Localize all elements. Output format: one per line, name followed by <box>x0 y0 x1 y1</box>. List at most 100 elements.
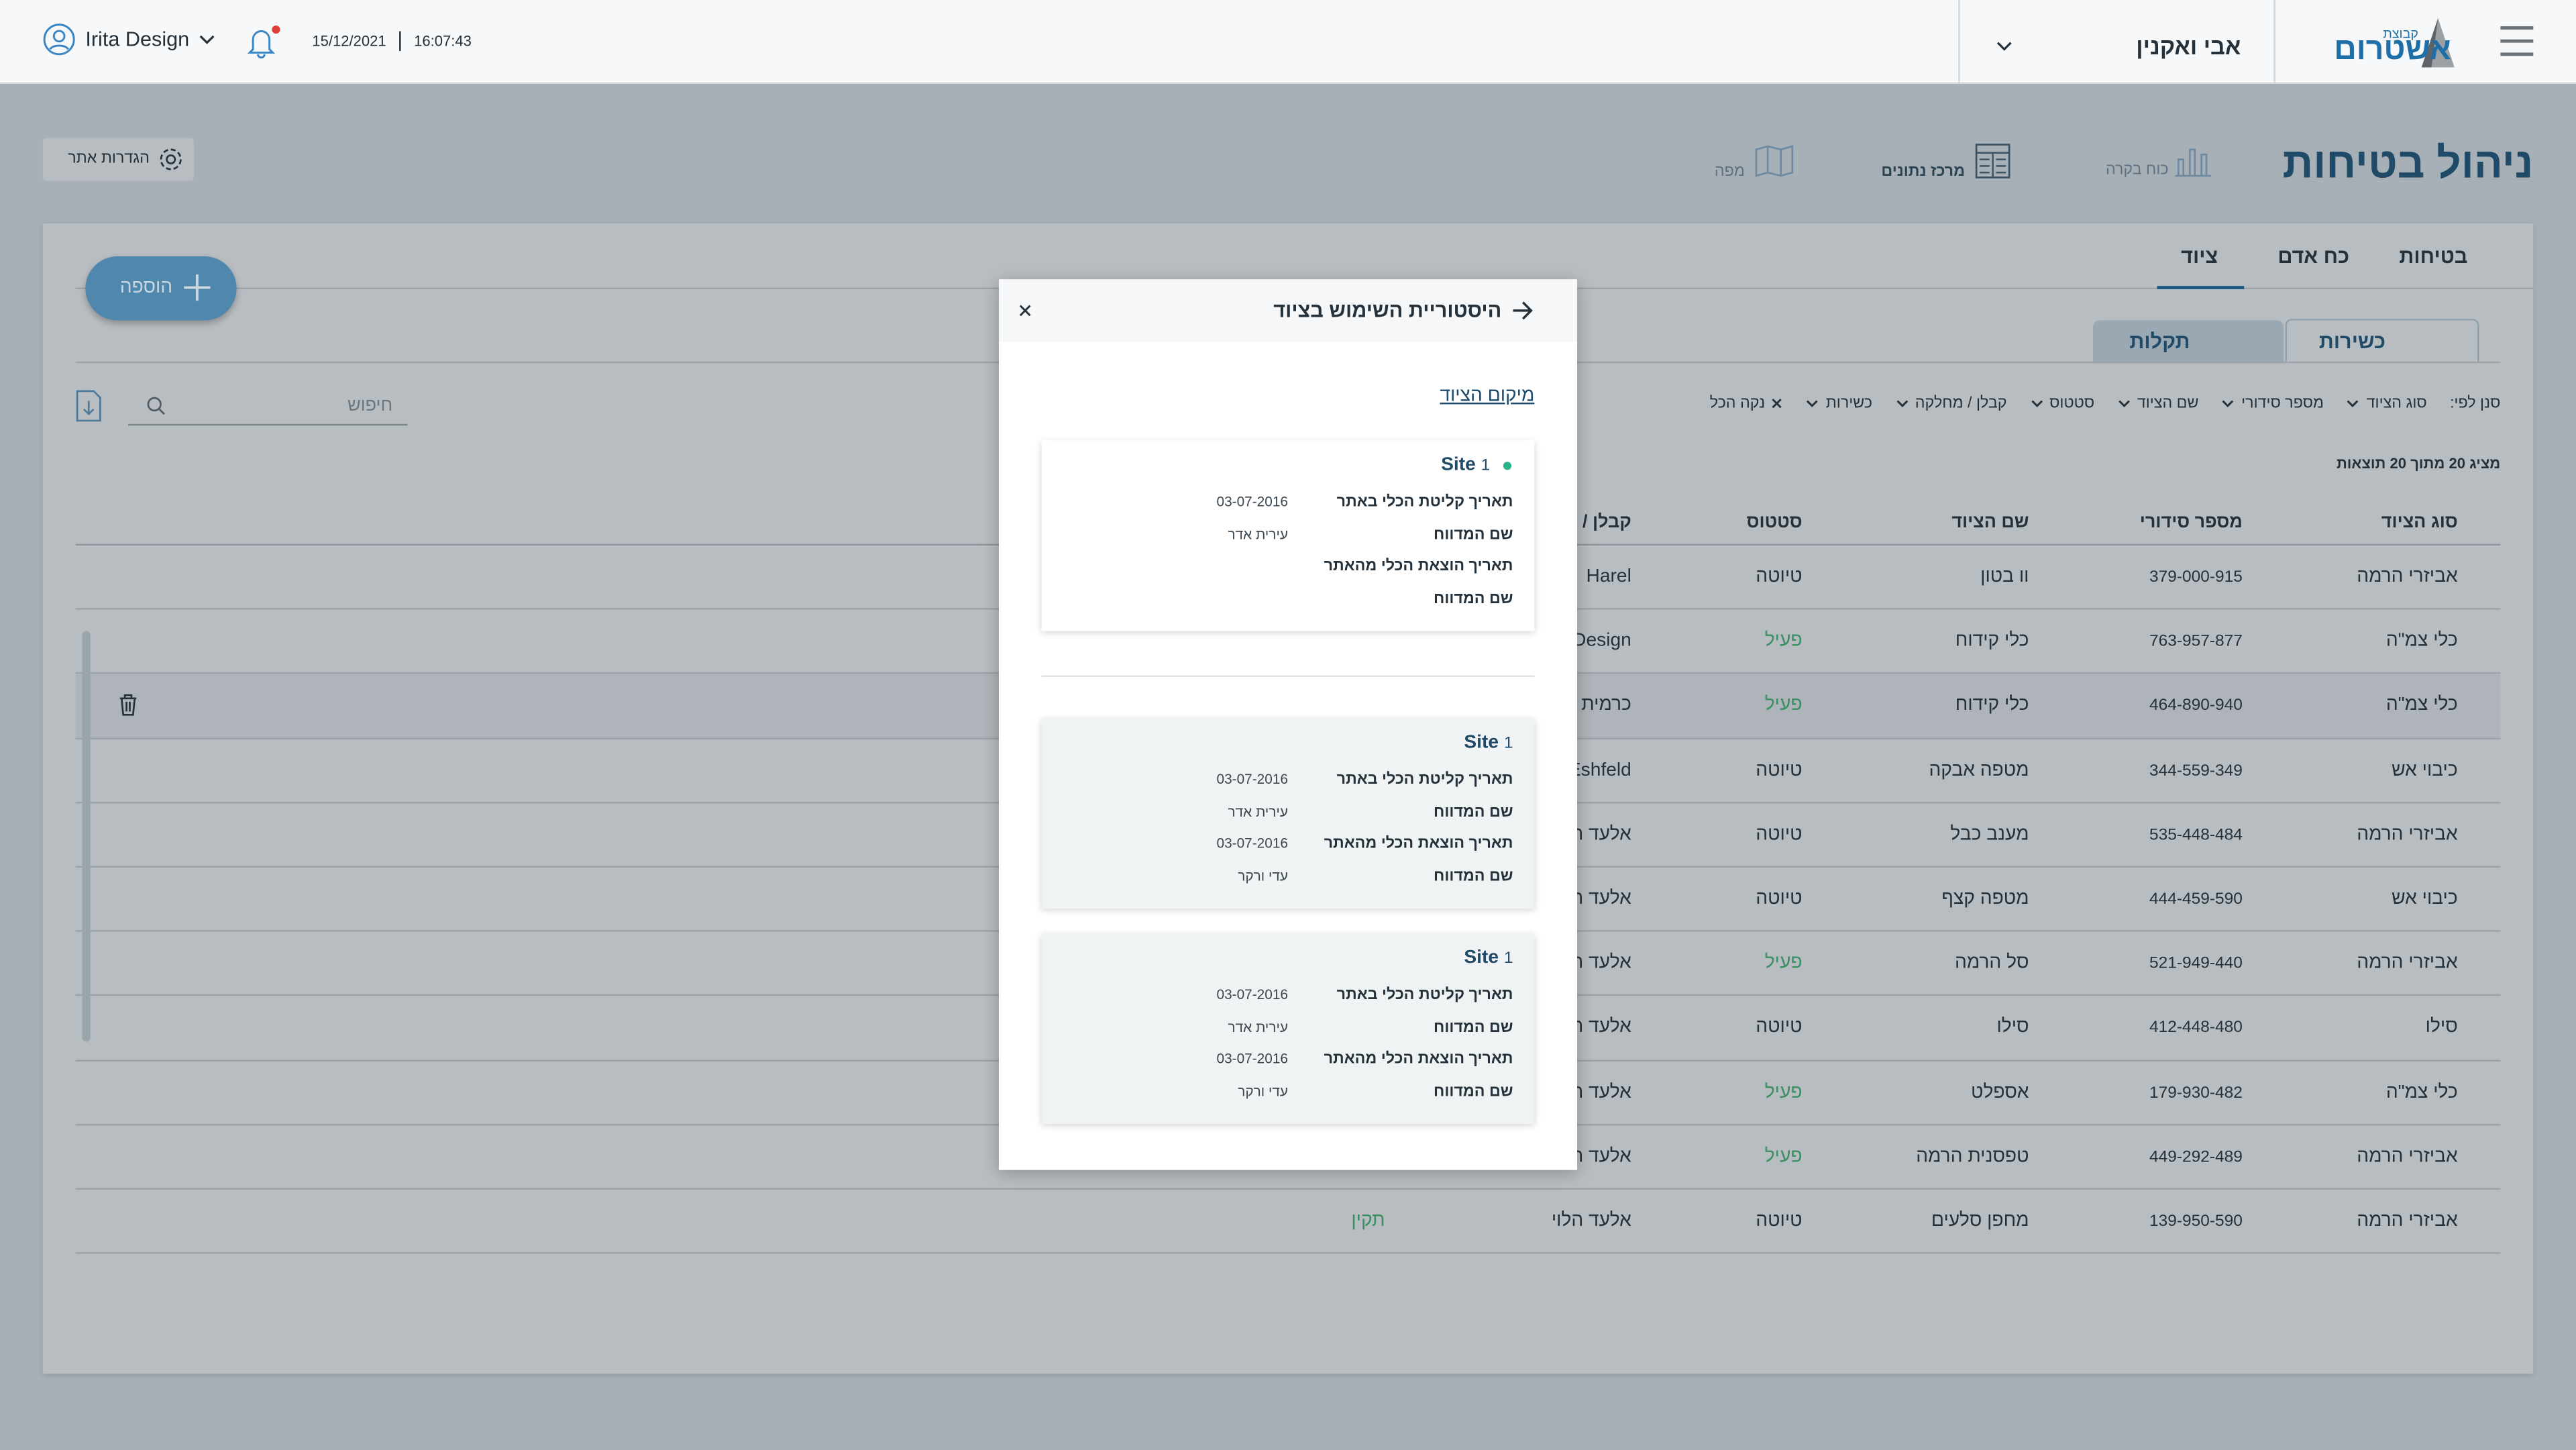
card-title: Site 1 <box>1464 733 1513 752</box>
divider <box>1958 0 1960 84</box>
clear-all[interactable]: נקה הכל <box>1710 395 1783 413</box>
history-card: Site 1 תאריך קליטת הכלי באתר 03-07-2016 שם … <box>1041 440 1535 632</box>
nav-item[interactable]: מרכז נתונים <box>1881 162 1965 181</box>
logo-small: קבוצת <box>2383 26 2418 42</box>
table-cell: כיבוי אש <box>2392 760 2458 780</box>
search-input[interactable] <box>128 423 408 426</box>
field-label: תאריך הוצאת הכלי מהאתר <box>1324 557 1513 576</box>
filter-dropdown[interactable]: כשירות <box>1806 395 1872 413</box>
table-cell: 535-448-484 <box>2149 826 2243 845</box>
user-icon[interactable] <box>43 23 76 56</box>
close-button[interactable] <box>1018 304 1032 317</box>
history-card: Site 1 תאריך קליטת הכלי באתר 03-07-2016 שם … <box>1041 933 1535 1125</box>
filter-dropdown[interactable]: שם הציוד <box>2117 395 2198 413</box>
table-cell: כיבוי אש <box>2392 888 2458 909</box>
site-label: Site <box>1464 733 1499 753</box>
table-cell: 444-459-590 <box>2149 890 2243 909</box>
chevron[interactable] <box>2347 399 2360 409</box>
chevron[interactable] <box>1895 399 1909 409</box>
nav-item[interactable]: מפה <box>1714 162 1745 181</box>
settings-button[interactable] <box>42 138 194 181</box>
table-cell: פעיל <box>1764 1082 1803 1102</box>
back-arrow[interactable] <box>1511 301 1534 320</box>
manager-chevron[interactable] <box>1996 40 2012 53</box>
table-cell: פעיל <box>1764 1146 1803 1167</box>
manager-name[interactable]: אבי ואקנין <box>2136 32 2241 60</box>
tab-active[interactable]: ציוד <box>2181 244 2218 268</box>
scrollbar[interactable] <box>82 631 91 1042</box>
divider <box>2273 0 2275 84</box>
subtab[interactable]: כשירות <box>2318 330 2385 354</box>
settings-label[interactable]: הגדרות אתר <box>68 149 150 168</box>
clear-icon[interactable] <box>1772 398 1783 409</box>
add-icon[interactable] <box>182 273 212 303</box>
table-row[interactable]: אביזרי הרמה 139-950-590 מחפן סלעים טיוטה אלע… <box>75 1190 2501 1255</box>
clear-all-label[interactable]: נקה הכל <box>1709 394 1766 413</box>
field-label: תאריך הוצאת הכלי מהאתר <box>1324 1050 1513 1069</box>
subtab-active[interactable] <box>2285 319 2479 364</box>
chevron[interactable] <box>2117 399 2131 409</box>
add-button[interactable] <box>85 256 237 321</box>
delete-icon[interactable] <box>118 693 138 716</box>
filter-name[interactable]: קבלן / מחלקה <box>1915 394 2007 413</box>
chevron[interactable] <box>1806 399 1819 409</box>
filter-dropdown[interactable]: קבלן / מחלקה <box>1895 394 2007 413</box>
field-value: 03-07-2016 <box>1216 493 1289 510</box>
menu-icon[interactable] <box>2499 25 2535 58</box>
export-icon[interactable] <box>74 389 103 422</box>
site-number: 1 <box>1503 949 1513 968</box>
table-cell: טיוטה <box>1756 888 1803 909</box>
field-value: עירית אדר <box>1228 802 1289 820</box>
table-cell: 464-890-940 <box>2149 697 2243 716</box>
tab[interactable]: בטיחות <box>2399 244 2468 268</box>
filter-name[interactable]: סטטוס <box>2049 394 2095 413</box>
field-value: עדי ורקר <box>1238 1082 1289 1099</box>
separator <box>399 31 401 51</box>
dashboard-icon[interactable] <box>2175 145 2212 178</box>
filter-dropdown[interactable]: סטטוס <box>2030 395 2094 413</box>
table-cell: סילו <box>2425 1017 2458 1038</box>
top-bar: Irita Design 15/12/2021 16:07:43 אבי ואק… <box>0 0 2576 84</box>
filter-dropdown[interactable]: סוג הציוד <box>2347 394 2427 413</box>
table-cell: כלי קידוח <box>1955 695 2029 716</box>
site-number: 1 <box>1503 734 1513 753</box>
chevron[interactable] <box>2222 399 2235 409</box>
time: 16:07:43 <box>414 32 472 50</box>
page-title: ניהול בטיחות <box>2282 138 2534 188</box>
filter-name[interactable]: שם הציוד <box>2137 394 2199 413</box>
column-header[interactable]: שם הציוד <box>1951 513 2029 533</box>
column-header[interactable]: מספר סידורי <box>2139 513 2243 533</box>
data-center-icon[interactable] <box>1975 143 2011 179</box>
tab[interactable]: כח אדם <box>2277 244 2350 268</box>
field-label: שם המדווח <box>1434 802 1513 821</box>
table-cell: Harel <box>1586 566 1631 587</box>
subtab[interactable]: תקלות <box>2129 330 2190 354</box>
table-cell: 379-000-915 <box>2149 568 2243 587</box>
column-header[interactable]: סטטוס <box>1746 513 1803 533</box>
table-cell: מטפה אבקה <box>1929 760 2029 780</box>
location-link[interactable]: מיקום הציוד <box>1440 386 1535 406</box>
user-chevron[interactable] <box>199 33 215 46</box>
filter-label: סנן לפי: <box>2449 394 2501 413</box>
settings-icon[interactable] <box>158 146 184 172</box>
column-header[interactable]: סוג הציוד <box>2381 513 2458 533</box>
current-dot <box>1503 462 1512 470</box>
filter-name[interactable]: מספר סידורי <box>2241 394 2324 413</box>
filter-name[interactable]: סוג הציוד <box>2366 394 2427 413</box>
modal-title: היסטוריית השימוש בציוד <box>1273 299 1502 323</box>
filter-dropdown[interactable]: מספר סידורי <box>2222 395 2324 413</box>
modal-header <box>998 279 1578 342</box>
search-icon[interactable] <box>146 396 166 415</box>
table-cell: תקין <box>1351 1210 1385 1231</box>
user-name[interactable]: Irita Design <box>85 28 190 51</box>
nav-item[interactable]: כוח בקרה <box>2105 161 2169 179</box>
table-cell: טפסנית הרמה <box>1916 1146 2029 1167</box>
add-label[interactable]: הוספה <box>119 277 173 298</box>
search-placeholder[interactable]: חיפוש <box>347 396 393 416</box>
chevron[interactable] <box>2030 399 2043 409</box>
filter-name[interactable]: כשירות <box>1825 394 1873 413</box>
notifications-icon[interactable] <box>245 23 281 59</box>
map-icon[interactable] <box>1755 145 1794 178</box>
subtab-inactive[interactable] <box>2093 320 2284 364</box>
